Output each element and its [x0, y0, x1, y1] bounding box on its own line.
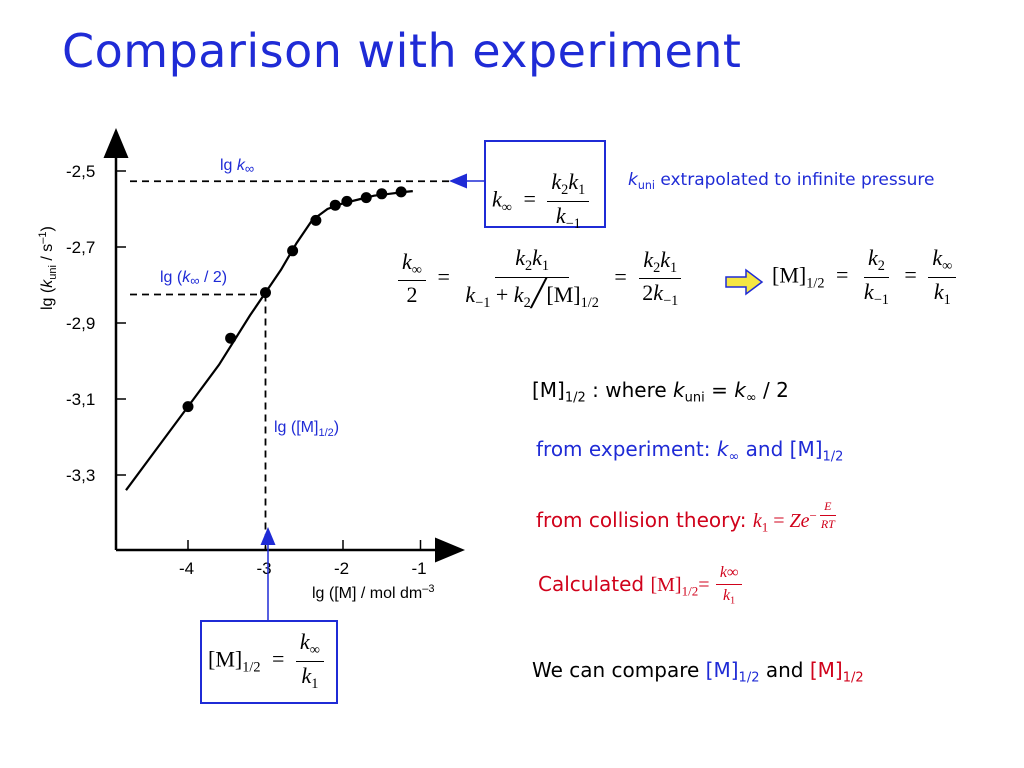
data-point: [341, 195, 353, 207]
x-tick-label: -1: [412, 559, 427, 578]
data-point: [395, 186, 407, 198]
fit-curve: [125, 190, 413, 491]
y-tick-label: -3,1: [66, 390, 95, 409]
y-tick-label: -2,5: [66, 162, 95, 181]
x-axis-label: lg ([M] / mol dm–3: [312, 583, 434, 602]
x-tick-label: -4: [179, 559, 194, 578]
m-half-formula-box: [M]1/2 = k∞ k1: [200, 620, 338, 704]
data-point: [376, 188, 388, 200]
lg-kinf-label: lg k∞: [220, 157, 254, 176]
main-equation: k∞ 2 = k2k1 k−1 + k2╱[M]1/2 = k2k1 2k−1: [398, 245, 682, 311]
y-tick-label: -3,3: [66, 466, 95, 485]
data-point: [360, 192, 372, 204]
kuni-note: kuni extrapolated to infinite pressure: [628, 170, 935, 192]
experiment-note: from experiment: k∞ and [M]1/2: [536, 437, 844, 465]
data-point: [310, 214, 322, 226]
data-point: [260, 287, 271, 299]
where-note: [M]1/2 : where kuni = k∞ / 2: [532, 378, 789, 406]
guide-lines: [130, 180, 450, 550]
data-point: [182, 401, 194, 413]
y-tick-label: -2,9: [66, 314, 95, 333]
y-tick-label: -2,7: [66, 238, 95, 257]
compare-note: We can compare [M]1/2 and [M]1/2: [532, 658, 864, 686]
x-tick-label: -3: [257, 559, 272, 578]
axis-ticks: -2,5 -2,7 -2,9 -3,1 -3,3 -4 -3 -2 -1: [66, 162, 427, 578]
y-axis-label: lg (kuni / s–1): [37, 226, 59, 310]
result-equation: [M]1/2 = k2 k−1 = k∞ k1: [772, 245, 957, 308]
implies-arrow: [725, 268, 764, 296]
collision-note: from collision theory: k1 = Ze− E RT: [536, 499, 836, 535]
data-point: [287, 245, 299, 257]
lg-m-half-label: lg ([M]1/2): [274, 419, 339, 439]
data-point: [225, 332, 237, 344]
lg-kinf-half-label: lg (k∞ / 2): [160, 269, 227, 288]
kinf-formula-box: k∞ = k2k1 k−1: [484, 140, 606, 232]
data-point: [329, 199, 341, 211]
data-points: [182, 186, 407, 413]
x-tick-label: -2: [334, 559, 349, 578]
calculated-note: Calculated [M]1/2= k∞ k1: [538, 564, 743, 607]
page-title: Comparison with experiment: [62, 24, 742, 78]
